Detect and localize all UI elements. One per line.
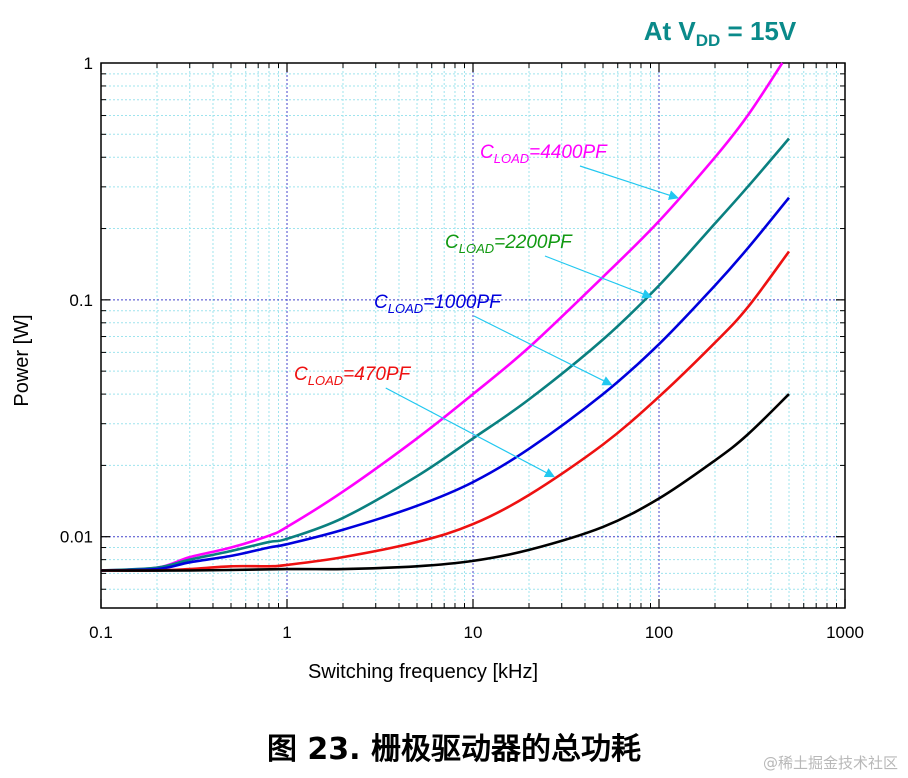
x-tick-label: 1000 bbox=[826, 623, 864, 642]
x-axis-label: Switching frequency [kHz] bbox=[308, 661, 538, 683]
x-tick-label: 100 bbox=[645, 623, 673, 642]
watermark: @稀土掘金技术社区 bbox=[762, 754, 898, 772]
x-tick-label: 0.1 bbox=[89, 623, 113, 642]
major-grid bbox=[101, 63, 845, 608]
annotation-label-1: CLOAD=2200PF bbox=[445, 232, 573, 256]
annotation-arrow-1 bbox=[544, 255, 653, 299]
series-line-1 bbox=[100, 137, 790, 572]
condition-label: At VDD = 15V bbox=[644, 16, 797, 50]
annotation-label-2: CLOAD=1000PF bbox=[374, 292, 502, 316]
series-line-3 bbox=[100, 250, 791, 572]
label-layer: 0.1 1 10 100 1000 0.01 0.1 1 Switching frequency… bbox=[11, 16, 864, 683]
x-tick-label: 1 bbox=[282, 623, 291, 642]
series-line-2 bbox=[100, 196, 791, 572]
annotation-arrow-0 bbox=[579, 165, 679, 200]
y-tick-label: 1 bbox=[84, 54, 93, 73]
series-layer bbox=[100, 62, 791, 572]
axis-ticks bbox=[100, 63, 846, 609]
annotation-label-0: CLOAD=4400PF bbox=[480, 142, 608, 166]
y-tick-label: 0.01 bbox=[60, 528, 93, 547]
series-line-4 bbox=[100, 393, 790, 572]
x-tick-label: 10 bbox=[464, 623, 483, 642]
annotation-layer: CLOAD=4400PF CLOAD=2200PF CLOAD=1000PF CLOA… bbox=[294, 142, 679, 478]
power-vs-frequency-chart: CLOAD=4400PF CLOAD=2200PF CLOAD=1000PF CLOA… bbox=[11, 16, 864, 683]
series-line-0 bbox=[100, 62, 784, 572]
annotation-label-3: CLOAD=470PF bbox=[294, 364, 412, 388]
annotation-arrow-2 bbox=[473, 315, 613, 386]
y-axis-label: Power [W] bbox=[11, 314, 33, 406]
figure-caption: 图 23. 栅极驱动器的总功耗 bbox=[266, 732, 642, 767]
y-tick-label: 0.1 bbox=[69, 291, 93, 310]
annotation-arrow-3 bbox=[385, 387, 556, 478]
